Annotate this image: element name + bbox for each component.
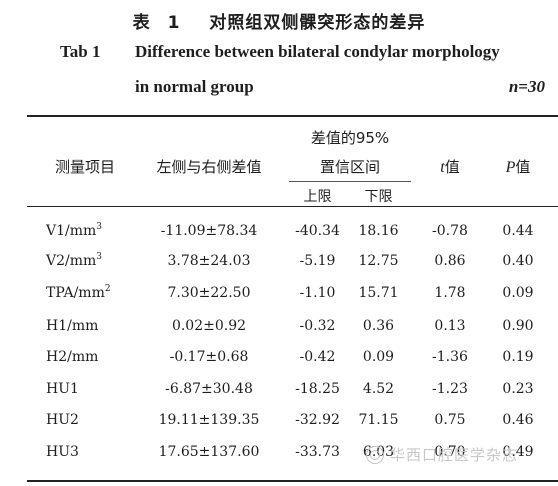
row-label-exponent: 3 bbox=[96, 222, 103, 232]
row-diff: 19.11±139.35 bbox=[158, 412, 260, 428]
table-row: H2/mm -0.17±0.68 -0.42 0.09 -1.36 0.19 bbox=[0, 342, 558, 372]
row-ci-lower: 18.16 bbox=[358, 223, 399, 239]
header-ci-line1: 差值的95% bbox=[310, 129, 390, 147]
caption-en-title-line2: in normal group bbox=[135, 77, 254, 96]
row-ci-lower: 15.71 bbox=[358, 285, 399, 301]
row-t-value: 0.13 bbox=[434, 318, 466, 334]
row-diff: -11.09±78.34 bbox=[160, 223, 258, 239]
caption-en-title-line1: Difference between bilateral condylar mo… bbox=[135, 42, 500, 61]
row-ci-upper: -5.19 bbox=[299, 253, 336, 269]
table-caption-cn: 表 1 对照组双侧髁突形态的差异 bbox=[0, 8, 558, 33]
header-p-suffix: 值 bbox=[515, 158, 531, 176]
table-row: HU1 -6.87±30.48 -18.25 4.52 -1.23 0.23 bbox=[0, 374, 558, 404]
caption-cn-title: 对照组双侧髁突形态的差异 bbox=[209, 13, 426, 33]
row-label: V1/mm3 bbox=[46, 222, 103, 240]
row-ci-upper: -40.34 bbox=[295, 223, 340, 239]
caption-sample-size: n=30 bbox=[508, 77, 545, 96]
header-diff: 左侧与右侧差值 bbox=[156, 158, 262, 176]
row-ci-lower: 0.36 bbox=[362, 318, 395, 334]
wechat-logo-icon bbox=[366, 445, 384, 464]
row-diff: 17.65±137.60 bbox=[158, 444, 260, 460]
row-p-value: 0.44 bbox=[502, 223, 534, 239]
row-t-value: -1.23 bbox=[432, 381, 468, 397]
row-label: HU2 bbox=[46, 412, 79, 428]
header-p-letter: P bbox=[505, 159, 516, 176]
row-ci-lower: 4.52 bbox=[362, 381, 395, 397]
table-row: HU2 19.11±139.35 -32.92 71.15 0.75 0.46 bbox=[0, 405, 558, 435]
watermark-text: 华西口腔医学杂志 bbox=[390, 446, 519, 464]
row-ci-upper: -32.92 bbox=[295, 412, 340, 428]
row-diff: -6.87±30.48 bbox=[165, 381, 253, 397]
caption-cn-number: 1 bbox=[167, 13, 181, 33]
row-t-value: 1.78 bbox=[434, 285, 466, 301]
row-p-value: 0.23 bbox=[502, 381, 534, 397]
row-ci-upper: -0.42 bbox=[299, 349, 336, 365]
row-label-exponent: 3 bbox=[96, 252, 103, 262]
row-t-value: 0.86 bbox=[434, 253, 466, 269]
row-label: H1/mm bbox=[46, 318, 99, 334]
table-header-rule bbox=[27, 206, 558, 207]
table-row: TPA/mm2 7.30±22.50 -1.10 15.71 1.78 0.09 bbox=[0, 278, 558, 308]
row-ci-upper: -0.32 bbox=[299, 318, 336, 334]
row-label: HU1 bbox=[46, 381, 79, 397]
row-ci-upper: -18.25 bbox=[295, 381, 340, 397]
header-measure: 测量项目 bbox=[54, 158, 115, 176]
row-label: V2/mm3 bbox=[46, 252, 103, 270]
row-t-value: -0.78 bbox=[432, 223, 468, 239]
row-p-value: 0.40 bbox=[502, 253, 534, 269]
row-t-value: -1.36 bbox=[432, 349, 468, 365]
row-label: HU3 bbox=[46, 444, 79, 460]
table-row: V1/mm3 -11.09±78.34 -40.34 18.16 -0.78 0… bbox=[0, 216, 558, 246]
header-t-suffix: 值 bbox=[444, 158, 460, 176]
row-p-value: 0.46 bbox=[502, 412, 534, 428]
row-p-value: 0.09 bbox=[502, 285, 534, 301]
table-bottom-rule bbox=[27, 480, 558, 482]
row-ci-lower: 71.15 bbox=[358, 412, 399, 428]
row-p-value: 0.49 bbox=[502, 444, 534, 460]
header-ci-line2: 置信区间 bbox=[319, 158, 380, 176]
row-t-value: 0.75 bbox=[434, 412, 466, 428]
row-label-exponent: 2 bbox=[104, 284, 111, 294]
header-lower: 下限 bbox=[364, 189, 393, 205]
table-row: H1/mm 0.02±0.92 -0.32 0.36 0.13 0.90 bbox=[0, 311, 558, 341]
row-t-value: 0.70 bbox=[434, 444, 466, 460]
row-diff: 3.78±24.03 bbox=[167, 253, 251, 269]
table-row: V2/mm3 3.78±24.03 -5.19 12.75 0.86 0.40 bbox=[0, 246, 558, 276]
header-t-value: t值 bbox=[418, 156, 482, 177]
row-ci-upper: -1.10 bbox=[299, 285, 336, 301]
caption-en-label: Tab 1 bbox=[60, 42, 101, 61]
caption-cn-label: 表 bbox=[132, 13, 151, 33]
row-p-value: 0.19 bbox=[502, 349, 534, 365]
header-p-value: P值 bbox=[482, 156, 554, 177]
row-ci-upper: -33.73 bbox=[295, 444, 340, 460]
row-diff: -0.17±0.68 bbox=[169, 349, 249, 365]
row-p-value: 0.90 bbox=[502, 318, 534, 334]
row-label: H2/mm bbox=[46, 349, 99, 365]
ci-header-rule bbox=[289, 181, 411, 182]
row-label: TPA/mm2 bbox=[46, 284, 111, 302]
header-t-letter: t bbox=[440, 159, 445, 176]
header-upper: 上限 bbox=[303, 189, 332, 205]
table-top-rule bbox=[27, 115, 558, 117]
row-ci-lower: 0.09 bbox=[362, 349, 395, 365]
row-diff: 0.02±0.92 bbox=[171, 318, 247, 334]
row-diff: 7.30±22.50 bbox=[167, 285, 251, 301]
row-ci-lower: 12.75 bbox=[358, 253, 399, 269]
watermark: 华西口腔医学杂志 bbox=[366, 444, 518, 465]
